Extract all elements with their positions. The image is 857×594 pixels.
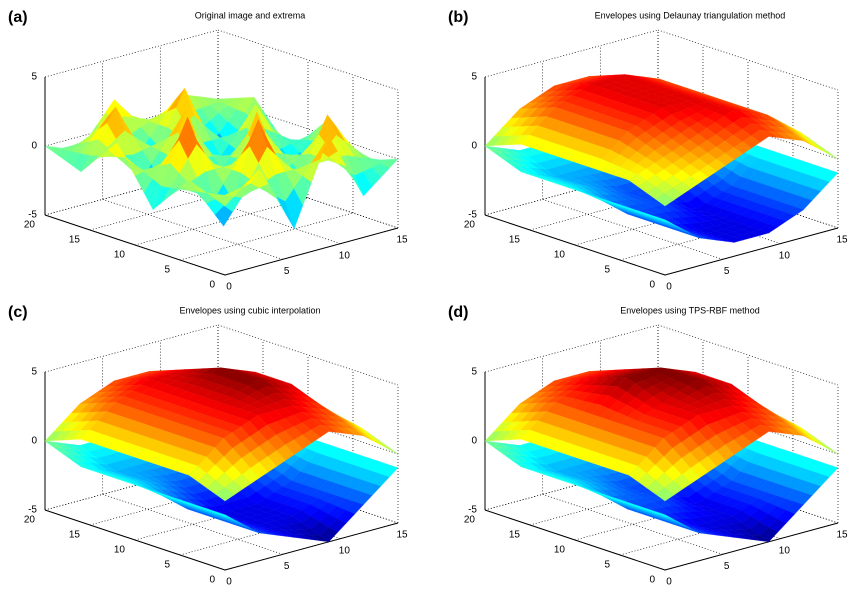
z-tick-label: 0 [471,141,477,152]
y-tick-label: 15 [69,530,81,541]
z-tick-label: 5 [31,367,37,378]
panel-label: (d) [448,304,468,321]
x-tick-label: 0 [226,282,232,293]
grid-line [484,324,659,373]
surface-patch [655,216,674,225]
y-tick-label: 10 [114,250,126,261]
chart-title: Original image and extrema [195,10,306,20]
y-tick-label: 15 [69,235,81,246]
x-tick-label: 15 [836,530,848,541]
x-tick-label: 15 [836,235,848,246]
x-tick-label: 15 [396,530,408,541]
x-tick-label: 10 [779,250,791,261]
x-tick-label: 10 [339,250,351,261]
panel: (d) Envelopes using TPS-RBF method-505051… [448,304,848,587]
grid-line [44,29,219,78]
z-tick-label: 5 [31,72,37,83]
y-tick-label: 10 [554,545,566,556]
y-tick-label: 10 [114,545,126,556]
axis-line [484,214,666,276]
chart-title: Envelopes using Delaunay triangulation m… [595,10,786,20]
y-tick-label: 0 [209,575,215,586]
panel: (c) Envelopes using cubic interpolation-5… [8,304,408,587]
x-tick-label: 0 [666,577,672,588]
z-tick-label: 0 [471,436,477,447]
y-tick-label: 5 [164,265,170,276]
y-tick-label: 20 [464,220,476,231]
grid-line [160,183,341,244]
y-tick-label: 15 [509,530,521,541]
x-tick-label: 10 [339,545,351,556]
grid-line [44,324,219,373]
chart-title: Envelopes using cubic interpolation [179,305,320,315]
axis-line [664,227,839,276]
y-tick-label: 10 [554,250,566,261]
x-tick-label: 5 [724,561,730,572]
y-tick-label: 5 [604,265,610,276]
y-tick-label: 5 [164,560,170,571]
z-tick-label: -5 [28,210,37,221]
grid-line [179,212,354,261]
z-tick-label: 5 [471,367,477,378]
x-tick-label: 15 [396,235,408,246]
axis-line [224,227,399,276]
z-tick-label: -5 [468,210,477,221]
y-tick-label: 15 [509,235,521,246]
z-tick-label: 5 [471,72,477,83]
y-tick-label: 20 [24,220,36,231]
y-tick-label: 0 [649,575,655,586]
surface-patch [215,195,235,207]
panel-label: (b) [448,9,468,26]
panel: (b) Envelopes using Delaunay triangulatio… [448,9,848,292]
panel-label: (c) [8,304,28,321]
x-tick-label: 0 [226,577,232,588]
y-tick-label: 0 [649,280,655,291]
grid-line [102,199,283,260]
x-tick-label: 10 [779,545,791,556]
grid-line [484,29,659,78]
z-tick-label: 0 [31,141,37,152]
x-tick-label: 5 [724,266,730,277]
x-tick-label: 5 [284,266,290,277]
x-tick-label: 5 [284,561,290,572]
chart-title: Envelopes using TPS-RBF method [620,305,759,315]
axis-line [44,214,226,276]
panel-label: (a) [8,9,28,26]
y-tick-label: 0 [209,280,215,291]
y-tick-label: 20 [24,515,36,526]
y-tick-label: 20 [464,515,476,526]
x-tick-label: 0 [666,282,672,293]
z-tick-label: 0 [31,436,37,447]
y-tick-label: 5 [604,560,610,571]
panel: (a) Original image and extrema -5 0 5 0 5 10 15 0… [8,9,408,292]
